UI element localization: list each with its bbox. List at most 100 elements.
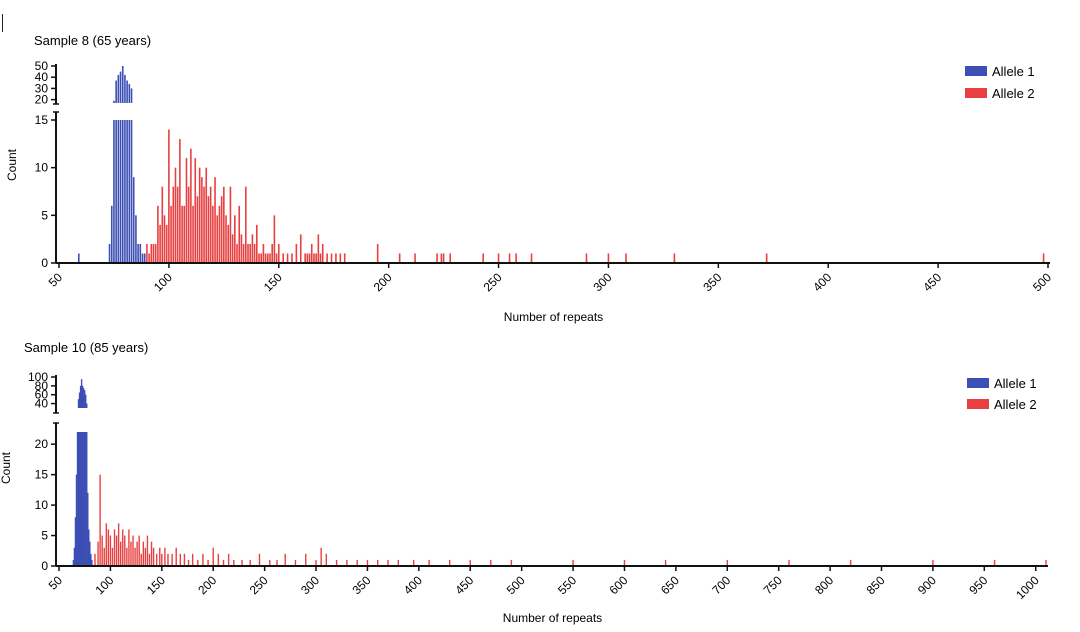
- bar: [159, 224, 161, 263]
- y-tick-label: 50: [35, 59, 49, 73]
- bar: [202, 553, 204, 566]
- bar: [168, 129, 170, 263]
- x-tick-label: 300: [298, 573, 322, 597]
- bar: [993, 559, 996, 566]
- bar-upper-segment: [84, 390, 86, 408]
- bar: [132, 177, 135, 263]
- bar-upper-segment: [78, 392, 81, 408]
- bar: [128, 120, 131, 263]
- bar: [161, 553, 163, 566]
- bar: [167, 553, 169, 566]
- legend-swatch: [967, 378, 989, 388]
- bar: [376, 243, 379, 263]
- bar: [765, 253, 768, 263]
- y-tick-label: 80: [35, 379, 49, 393]
- series-1-bars: [77, 66, 146, 263]
- bar: [240, 234, 243, 263]
- bar: [152, 243, 155, 263]
- bar: [85, 432, 87, 566]
- bar: [304, 253, 306, 263]
- bar: [115, 120, 117, 263]
- x-tick-label: 50: [46, 573, 66, 593]
- bar: [295, 243, 298, 263]
- bar: [469, 559, 471, 566]
- bar: [225, 215, 227, 263]
- x-tick-label: 500: [504, 573, 528, 597]
- bar: [146, 243, 148, 263]
- bar: [97, 541, 99, 566]
- bar: [397, 559, 399, 566]
- y-tick-label: 10: [35, 161, 49, 175]
- chart-title: Sample 8 (65 years): [34, 33, 151, 48]
- bar: [110, 205, 113, 263]
- bar: [436, 253, 438, 263]
- bar: [139, 243, 142, 263]
- x-tick-label: 200: [195, 573, 219, 597]
- y-tick-label: 100: [28, 370, 48, 384]
- bar: [291, 253, 293, 263]
- bar: [74, 517, 77, 566]
- bar: [276, 559, 278, 566]
- bar: [175, 547, 177, 566]
- bar: [89, 541, 91, 566]
- bar: [154, 243, 157, 263]
- bar: [414, 253, 416, 263]
- bar: [326, 253, 328, 263]
- bar: [266, 253, 269, 263]
- bar: [315, 253, 317, 263]
- x-tick-label: 450: [920, 270, 944, 294]
- bar: [320, 547, 322, 566]
- x-tick-label: 300: [591, 270, 615, 294]
- y-tick-label: 5: [41, 529, 48, 543]
- y-tick-label: 20: [35, 93, 49, 107]
- legend-swatch: [967, 399, 989, 409]
- bar: [82, 432, 85, 566]
- bar: [249, 243, 252, 263]
- bar: [171, 553, 173, 566]
- x-tick-label: 550: [555, 573, 579, 597]
- series-2-bars: [94, 474, 1047, 566]
- y-tick-label: 15: [35, 468, 49, 482]
- bar: [251, 234, 254, 263]
- y-tick-label: 15: [35, 113, 49, 127]
- bar-upper-segment: [124, 74, 126, 103]
- bar: [183, 553, 186, 566]
- bar: [179, 139, 181, 263]
- bar: [273, 215, 276, 263]
- bar: [233, 559, 235, 566]
- bar: [209, 186, 212, 263]
- bar: [249, 559, 251, 566]
- bar: [664, 559, 667, 566]
- bar: [625, 253, 627, 263]
- bar: [317, 234, 320, 263]
- bar: [490, 559, 492, 566]
- bar: [192, 205, 194, 263]
- bar: [256, 224, 258, 263]
- bar: [449, 253, 451, 263]
- bar: [222, 559, 225, 566]
- series-2-bars: [146, 129, 1045, 263]
- bar: [107, 529, 110, 566]
- bar: [191, 553, 194, 566]
- x-tick-label: 250: [247, 573, 271, 597]
- x-tick-label: 600: [607, 573, 631, 597]
- bar: [530, 253, 533, 263]
- bar: [299, 234, 302, 263]
- x-tick-label: 900: [915, 573, 939, 597]
- bar-upper-segment: [113, 100, 115, 103]
- bar: [143, 253, 146, 263]
- x-tick-label: 400: [810, 270, 834, 294]
- x-axis-label: Number of repeats: [504, 310, 603, 324]
- bar: [788, 559, 790, 566]
- legend-label: Allele 2: [994, 397, 1037, 412]
- bar: [216, 215, 219, 263]
- bar: [207, 559, 209, 566]
- bar: [187, 186, 190, 263]
- bar: [214, 177, 216, 263]
- bar: [377, 559, 379, 566]
- bar: [319, 253, 322, 263]
- bar: [306, 253, 309, 263]
- bar: [448, 559, 451, 566]
- bar-upper-segment: [82, 388, 85, 408]
